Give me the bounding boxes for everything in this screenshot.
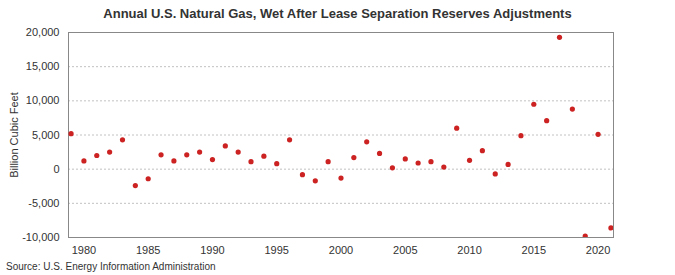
- svg-text:2015: 2015: [522, 244, 546, 256]
- svg-text:-5,000: -5,000: [28, 197, 59, 209]
- svg-text:-10,000: -10,000: [22, 231, 59, 243]
- svg-text:5,000: 5,000: [32, 129, 60, 141]
- svg-text:1995: 1995: [264, 244, 288, 256]
- svg-text:Billion Cubic Feet: Billion Cubic Feet: [8, 92, 20, 178]
- svg-text:0: 0: [53, 163, 59, 175]
- svg-text:2020: 2020: [586, 244, 610, 256]
- svg-text:10,000: 10,000: [26, 94, 60, 106]
- svg-text:15,000: 15,000: [26, 60, 60, 72]
- svg-text:2000: 2000: [329, 244, 353, 256]
- svg-text:1980: 1980: [72, 244, 96, 256]
- html-text:Annual U.S. Natural Gas, Wet A: Annual U.S. Natural Gas, Wet After Lease…: [103, 6, 572, 21]
- svg-text:2010: 2010: [457, 244, 481, 256]
- svg-text:20,000: 20,000: [26, 26, 60, 38]
- svg-text:1985: 1985: [136, 244, 160, 256]
- svg-text:1990: 1990: [200, 244, 224, 256]
- svg-text:2005: 2005: [393, 244, 417, 256]
- html-text:Source: U.S. Energy Informatio: Source: U.S. Energy Information Administ…: [6, 261, 216, 272]
